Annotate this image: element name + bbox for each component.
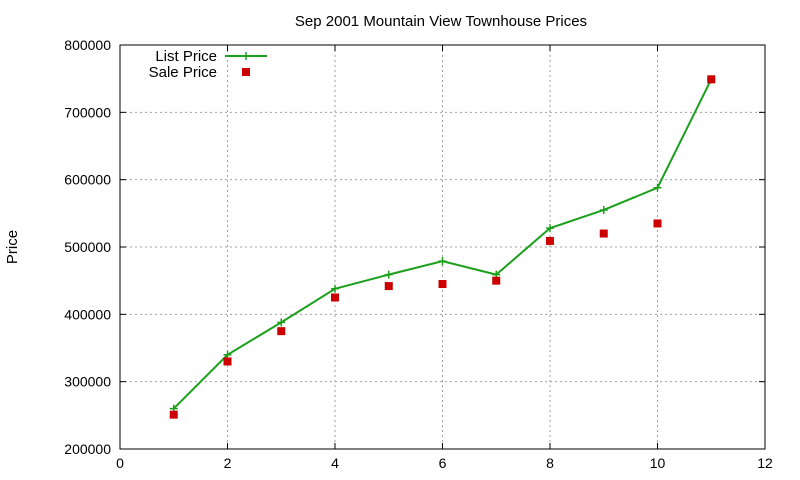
legend-marker-1 xyxy=(242,68,250,76)
sale-price-point-9 xyxy=(653,219,662,228)
list-price-point-4 xyxy=(384,270,393,279)
list-price-point-3 xyxy=(331,284,339,293)
x-tick-label-3: 6 xyxy=(439,455,447,471)
y-axis-title: Price xyxy=(4,230,21,264)
sale-price-point-7 xyxy=(546,236,554,245)
y-tick-label-3: 500000 xyxy=(64,239,111,255)
sale-price-point-5 xyxy=(438,280,447,289)
list-price-point-7 xyxy=(546,224,554,233)
list-price-point-5 xyxy=(438,257,447,266)
axis-ticks: 0 2 4 6 8 10 12 200000 300000 400000 500000 600000 7… xyxy=(64,37,773,471)
list-price-point-2 xyxy=(277,318,286,327)
legend-label-1: Sale Price xyxy=(149,64,217,81)
y-tick-label-5: 700000 xyxy=(64,104,111,120)
list-price-point-1 xyxy=(223,350,232,359)
series-layer xyxy=(169,75,716,419)
sale-price-point-10 xyxy=(707,75,716,84)
grid-lines xyxy=(120,45,765,449)
x-tick-label-4: 8 xyxy=(546,455,554,471)
x-tick-label-1: 2 xyxy=(224,455,232,471)
y-tick-label-2: 400000 xyxy=(64,306,111,322)
sale-price-point-8 xyxy=(599,229,608,238)
x-tick-label-6: 12 xyxy=(757,455,773,471)
list-price-point-8 xyxy=(599,205,608,214)
x-tick-label-2: 4 xyxy=(331,455,339,471)
legend-label-0: List Price xyxy=(155,48,217,65)
y-tick-label-6: 800000 xyxy=(64,37,111,53)
y-tick-label-1: 300000 xyxy=(64,374,111,390)
y-tick-label-0: 200000 xyxy=(64,441,111,457)
x-tick-label-5: 10 xyxy=(650,455,666,471)
list-price-point-9 xyxy=(653,183,662,192)
legend-marker-0 xyxy=(242,52,250,60)
sale-price-point-0 xyxy=(169,410,178,419)
x-tick-label-0: 0 xyxy=(116,455,124,471)
sale-price-point-3 xyxy=(331,293,339,302)
sale-price-point-4 xyxy=(384,282,393,291)
sale-price-point-1 xyxy=(223,357,232,366)
chart-title: Sep 2001 Mountain View Townhouse Prices xyxy=(295,13,587,30)
sale-price-point-6 xyxy=(492,276,501,285)
y-tick-label-4: 600000 xyxy=(64,172,111,188)
sale-price-point-2 xyxy=(277,327,286,336)
series-1 xyxy=(169,75,716,419)
